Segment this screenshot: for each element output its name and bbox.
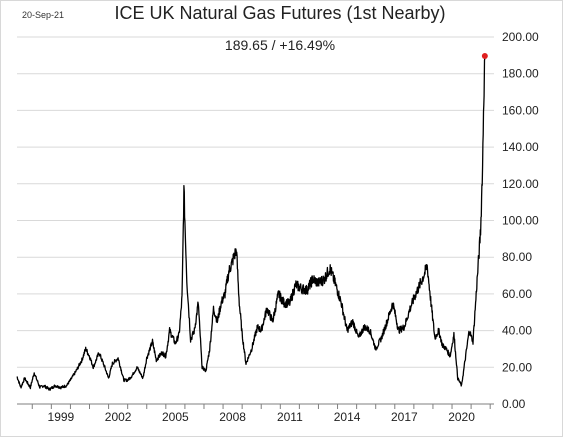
y-tick-label-1: 20.00 [502, 360, 532, 374]
y-tick-label-7: 140.00 [502, 140, 539, 154]
last-value-marker [481, 52, 488, 59]
y-tick-label-5: 100.00 [502, 214, 539, 228]
x-tick-label-0: 1999 [48, 410, 75, 424]
y-tick-label-3: 60.00 [502, 287, 532, 301]
axes [17, 403, 494, 409]
series-layer [16, 52, 488, 391]
y-tick-label-2: 40.00 [502, 324, 532, 338]
x-tick-label-4: 2011 [277, 410, 303, 424]
x-tick-label-2: 2005 [162, 410, 189, 424]
y-tick-label-10: 200.00 [502, 30, 539, 44]
tick-labels: 0.00 20.00 40.00 60.00 80.00 100.00 120.00 140.… [48, 30, 539, 424]
date-label: 20-Sep-21 [22, 10, 65, 20]
y-tick-label-8: 160.00 [502, 103, 539, 117]
x-tick-label-7: 2020 [448, 410, 475, 424]
x-tick-label-1: 2002 [105, 410, 132, 424]
price-series-line [16, 55, 486, 391]
y-tick-label-6: 120.00 [502, 177, 539, 191]
x-tick-label-5: 2014 [334, 410, 361, 424]
x-tick-label-3: 2008 [219, 410, 246, 424]
y-tick-label-4: 80.00 [502, 250, 532, 264]
y-tick-label-0: 0.00 [502, 397, 526, 411]
y-tick-label-9: 180.00 [502, 67, 539, 81]
chart-title: ICE UK Natural Gas Futures (1st Nearby) [114, 3, 446, 23]
gridlines [17, 36, 494, 368]
chart-subtitle: 189.65 / +16.49% [224, 37, 336, 53]
x-tick-label-6: 2017 [391, 410, 418, 424]
